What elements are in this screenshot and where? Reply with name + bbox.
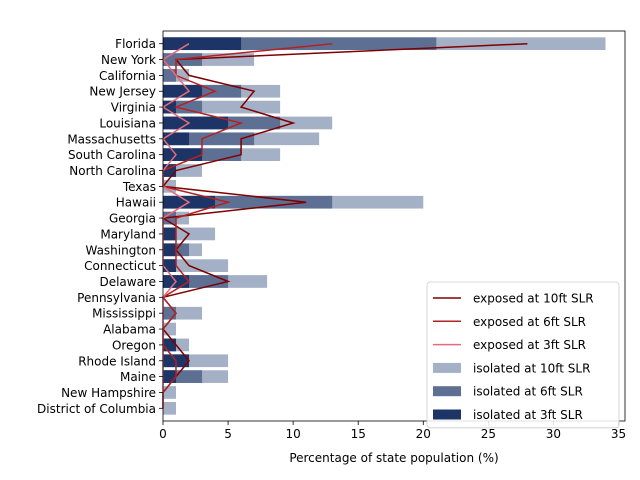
legend: exposed at 10ft SLR exposed at 6ft SLR exp…: [426, 281, 620, 429]
x-tick-label: 30: [546, 427, 561, 441]
y-tick-label: South Carolina: [68, 148, 156, 162]
bar-isolated-at-3ft-slr-louisiana: [163, 116, 229, 130]
y-tick-label: New Jersey: [89, 85, 156, 99]
x-tick-label: 0: [159, 427, 167, 441]
y-tick-label: Mississippi: [92, 307, 156, 321]
bar-isolated-at-6ft-slr-california: [163, 69, 177, 82]
y-tick-label: Alabama: [103, 323, 156, 337]
y-tick-label: Rhode Island: [78, 354, 156, 368]
bar-isolated-at-6ft-slr-mississippi: [163, 306, 177, 320]
legend-swatch-isolated-at-6ft-slr: [433, 386, 461, 397]
x-tick-label: 15: [351, 427, 366, 441]
y-tick-label: Maryland: [100, 227, 156, 241]
y-tick-label: Maine: [120, 370, 156, 384]
y-tick-label: Florida: [115, 37, 156, 51]
y-tick-label: Pennsylvania: [77, 291, 156, 305]
y-tick-label: Massachusetts: [67, 132, 156, 146]
y-tick-label: New York: [101, 53, 156, 67]
bar-isolated-at-10ft-slr-alabama: [163, 322, 177, 336]
y-tick-label: Delaware: [99, 275, 156, 289]
bar-isolated-at-3ft-slr-virginia: [163, 100, 177, 114]
legend-label-exposed-at-6ft-slr: exposed at 6ft SLR: [473, 315, 586, 329]
x-axis-label: Percentage of state population (%): [289, 451, 498, 465]
x-tick-label: 5: [224, 427, 232, 441]
bar-isolated-at-10ft-slr-district-of-columbia: [163, 401, 177, 415]
legend-label-isolated-at-10ft-slr: isolated at 10ft SLR: [473, 361, 590, 375]
legend-box: [426, 281, 620, 429]
legend-label-exposed-at-3ft-slr: exposed at 3ft SLR: [473, 338, 586, 352]
legend-swatch-isolated-at-3ft-slr: [433, 409, 461, 420]
legend-label-exposed-at-10ft-slr: exposed at 10ft SLR: [473, 292, 594, 306]
bar-isolated-at-3ft-slr-florida: [163, 37, 242, 51]
bar-isolated-at-3ft-slr-maryland: [163, 227, 177, 241]
y-tick-label: District of Columbia: [37, 402, 156, 416]
bar-isolated-at-3ft-slr-connecticut: [163, 259, 177, 272]
y-tick-label: Louisiana: [99, 116, 156, 130]
y-tick-label: North Carolina: [69, 164, 156, 178]
x-tick-label: 35: [611, 427, 626, 441]
line-exposed-at-6ft-slr: [161, 42, 333, 409]
legend-label-isolated-at-3ft-slr: isolated at 3ft SLR: [473, 408, 583, 422]
x-tick-label: 25: [481, 427, 496, 441]
bar-isolated-at-3ft-slr-washington: [163, 243, 177, 257]
y-tick-label: Washington: [85, 243, 156, 257]
legend-label-isolated-at-6ft-slr: isolated at 6ft SLR: [473, 385, 583, 399]
axes-layer: 0 5 10 15 20 25 30 35 Florida New York California N…: [37, 30, 626, 441]
x-tick-label: 20: [416, 427, 431, 441]
y-tick-label: Hawaii: [116, 196, 156, 210]
bar-isolated-at-3ft-slr-south-carolina: [163, 148, 203, 161]
y-tick-label: Georgia: [109, 212, 156, 226]
x-tick-label: 10: [286, 427, 301, 441]
y-tick-label: Connecticut: [84, 259, 156, 273]
bar-isolated-at-3ft-slr-new-jersey: [163, 84, 203, 98]
y-tick-label: California: [99, 69, 156, 83]
bar-isolated-at-3ft-slr-oregon: [163, 338, 177, 352]
y-tick-label: New Hampshire: [61, 386, 156, 400]
bar-isolated-at-10ft-slr-new-hampshire: [163, 386, 177, 399]
y-tick-label: Texas: [122, 180, 156, 194]
plot-frame: [162, 30, 626, 422]
bar-isolated-at-3ft-slr-maine: [163, 370, 177, 383]
y-tick-label: Oregon: [112, 338, 156, 352]
legend-swatch-isolated-at-10ft-slr: [433, 362, 461, 373]
y-tick-label: Virginia: [111, 101, 156, 115]
